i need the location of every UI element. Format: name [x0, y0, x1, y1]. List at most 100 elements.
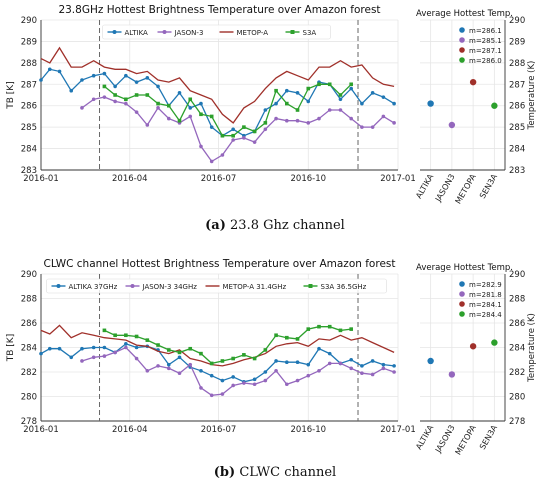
series-line	[40, 343, 395, 383]
data-point	[349, 86, 353, 91]
data-point	[80, 106, 84, 110]
y-tick-label: 280	[509, 393, 525, 403]
data-point	[285, 88, 289, 93]
side-legend-marker	[459, 301, 465, 307]
data-point	[156, 106, 160, 110]
y-tick-label: 290	[21, 270, 37, 280]
legend-label: JASON-3	[174, 29, 204, 37]
side-x-tick-label: SEN3A	[478, 172, 499, 200]
data-point	[252, 356, 257, 361]
data-point	[327, 351, 332, 356]
side-y-axis-label: Temperature (K)	[527, 313, 537, 383]
y-tick-label: 285	[509, 123, 525, 133]
data-point	[295, 378, 300, 383]
side-legend-label: m=284.4	[469, 311, 502, 319]
data-point	[91, 73, 96, 78]
data-point	[285, 335, 289, 340]
data-point	[57, 346, 62, 351]
data-point	[263, 348, 268, 352]
data-point	[392, 121, 396, 125]
data-point	[274, 368, 278, 373]
data-point	[295, 337, 300, 341]
y-tick-label: 286	[509, 319, 525, 329]
y-tick-label: 284	[21, 145, 37, 155]
data-point	[69, 355, 74, 360]
legend-label: ALTIKA 37GHz	[69, 283, 118, 291]
side-legend-label: m=284.1	[469, 301, 502, 309]
data-point	[220, 378, 225, 383]
data-point	[91, 345, 96, 350]
data-point	[39, 78, 43, 82]
side-x-tick-label: SEN3A	[478, 423, 499, 451]
data-point	[177, 91, 182, 95]
data-point	[145, 93, 150, 97]
data-point	[156, 364, 160, 368]
data-point	[252, 140, 257, 144]
data-point	[47, 67, 52, 72]
data-point	[134, 80, 139, 84]
side-point	[491, 102, 498, 109]
data-point	[327, 82, 332, 87]
data-point	[285, 382, 289, 387]
y-axis-label: TB [K]	[6, 334, 16, 362]
y-tick-label: 290	[509, 270, 525, 280]
legend-marker	[130, 284, 135, 288]
y-tick-label: 284	[509, 344, 525, 354]
data-point	[306, 99, 311, 104]
data-point	[80, 78, 84, 82]
data-point	[242, 381, 246, 385]
chart-b: CLWC channel Hottest Brightness Temperat…	[6, 258, 537, 457]
data-point	[274, 116, 278, 121]
data-point	[166, 116, 171, 121]
data-point	[188, 346, 193, 351]
data-point	[263, 370, 268, 374]
data-point	[263, 378, 268, 383]
caption-b: (b) CLWC channel	[213, 465, 337, 480]
data-point	[231, 138, 235, 142]
data-point	[295, 91, 300, 95]
data-point	[327, 108, 332, 112]
data-point	[220, 359, 225, 363]
data-point	[188, 362, 193, 367]
side-legend-label: m=281.8	[469, 291, 502, 299]
series-line	[81, 346, 395, 396]
side-legend-label: m=286.0	[469, 57, 502, 65]
data-point	[360, 371, 364, 376]
data-point	[177, 355, 182, 360]
data-point	[124, 345, 128, 350]
y-tick-label: 287	[509, 80, 525, 90]
legend-marker	[290, 30, 295, 34]
side-legend-label: m=282.9	[469, 281, 502, 289]
data-point	[360, 364, 364, 368]
data-point	[295, 108, 300, 112]
data-point	[285, 360, 289, 365]
data-point	[274, 359, 278, 363]
data-point	[381, 366, 386, 371]
data-point	[80, 359, 84, 363]
data-point	[306, 373, 311, 378]
data-point	[295, 118, 300, 123]
chart-title: CLWC channel Hottest Brightness Temperat…	[44, 258, 396, 270]
data-point	[242, 136, 246, 140]
y-tick-label: 286	[21, 102, 37, 112]
series-line	[40, 324, 395, 367]
data-point	[177, 118, 182, 123]
x-tick-label: 2017-01	[380, 174, 416, 184]
data-point	[349, 82, 353, 87]
data-point	[317, 368, 321, 373]
data-point	[349, 116, 353, 121]
data-point	[134, 345, 139, 350]
data-point	[134, 110, 139, 114]
data-point	[166, 366, 171, 371]
data-point	[57, 69, 62, 74]
y-tick-label: 290	[509, 16, 525, 26]
legend-label: METOP-A 31.4GHz	[223, 283, 287, 291]
data-point	[69, 88, 74, 93]
data-point	[209, 393, 214, 398]
x-tick-label: 2016-04	[112, 174, 148, 184]
data-point	[381, 362, 386, 367]
data-point	[134, 93, 139, 97]
side-x-tick-label: METOPA	[454, 423, 479, 456]
series-line	[104, 326, 352, 365]
